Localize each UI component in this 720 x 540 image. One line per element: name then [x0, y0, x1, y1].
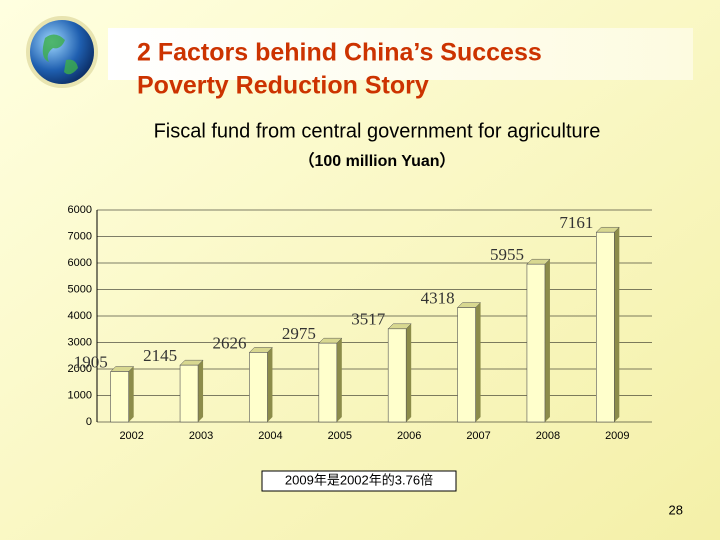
y-tick-label: 3000	[68, 336, 92, 348]
page-number: 28	[669, 502, 683, 517]
bar	[179, 364, 199, 423]
bar-side	[406, 323, 412, 422]
chart-title: Fiscal fund from central government for …	[154, 120, 601, 142]
y-tick-label: 5000	[68, 283, 92, 295]
bar	[387, 328, 407, 423]
slide-title: Poverty Reduction Story	[137, 72, 429, 100]
bar	[249, 352, 268, 423]
value-label: 5955	[490, 245, 524, 264]
globe-icon	[26, 16, 98, 88]
value-label: 7161	[559, 213, 593, 232]
annotation-box	[261, 470, 457, 492]
value-label: 2145	[143, 346, 177, 365]
chart-subtitle: （100 million Yuan）	[298, 152, 455, 170]
x-tick-label: 2007	[466, 430, 490, 442]
bar	[110, 371, 129, 423]
value-label: 4318	[421, 288, 455, 307]
bar-side	[267, 347, 273, 422]
y-tick-label: 6000	[68, 257, 92, 269]
bar	[596, 231, 615, 423]
bar-side	[336, 338, 342, 422]
x-tick-label: 2009	[605, 430, 629, 442]
x-tick-label: 2003	[189, 430, 213, 442]
x-tick-label: 2005	[328, 430, 352, 442]
bar-side	[544, 259, 550, 422]
bar	[318, 342, 338, 423]
y-tick-label: 4000	[68, 310, 92, 322]
bar-side	[128, 366, 134, 422]
x-tick-label: 2002	[119, 430, 143, 442]
value-label: 2975	[282, 324, 316, 343]
bar-side	[614, 227, 620, 422]
annotation: 2009年是2002年的3.76倍	[285, 472, 433, 487]
globe-land	[42, 34, 78, 75]
x-tick-label: 2008	[536, 430, 560, 442]
bar-side	[475, 302, 481, 422]
y-tick-label: 6000	[68, 204, 92, 216]
y-tick-label: 1000	[68, 389, 92, 401]
bar	[457, 307, 476, 423]
value-label: 1905	[74, 352, 108, 371]
bar	[526, 263, 546, 423]
y-tick-label: 2000	[68, 363, 92, 375]
value-label: 2626	[212, 333, 246, 352]
bar-side	[198, 360, 204, 422]
y-tick-label: 7000	[68, 230, 92, 242]
value-label: 3517	[351, 310, 386, 329]
slide-title: 2 Factors behind China’s Success	[137, 39, 542, 67]
x-tick-label: 2006	[397, 430, 421, 442]
y-tick-label: 0	[86, 416, 92, 428]
title-band	[108, 28, 693, 80]
x-tick-label: 2004	[258, 430, 282, 442]
